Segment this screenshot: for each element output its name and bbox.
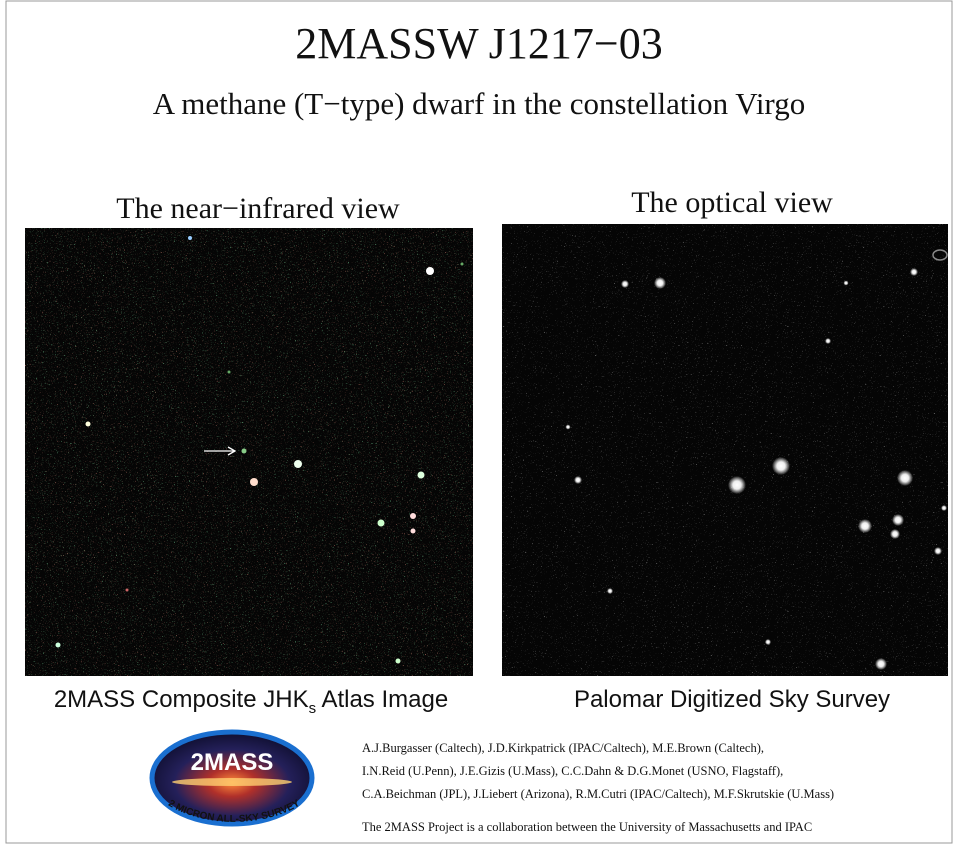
panel-caption: 2MASS Composite JHKs Atlas Image xyxy=(54,686,448,717)
optical-image xyxy=(502,224,948,676)
frame xyxy=(5,0,953,844)
caption-part: 2MASS Composite JHK xyxy=(54,686,309,713)
panel-caption: Palomar Digitized Sky Survey xyxy=(574,686,890,713)
credit-line: I.N.Reid (U.Penn), J.E.Gizis (U.Mass), C… xyxy=(362,764,783,778)
subtitle: A methane (T−type) dwarf in the constell… xyxy=(153,86,805,121)
title: 2MASSW J1217−03 xyxy=(295,19,663,68)
collaboration: The 2MASS Project is a collaboration bet… xyxy=(362,820,812,834)
logo-name: 2MASS xyxy=(191,749,274,776)
credit-line: A.J.Burgasser (Caltech), J.D.Kirkpatrick… xyxy=(362,741,764,755)
panel-heading: The near−infrared view xyxy=(116,192,400,225)
logo: 2MASS 2 MICRON ALL-SKY SURVEY xyxy=(149,729,315,827)
caption-part: Atlas Image xyxy=(316,686,448,713)
panel-heading: The optical view xyxy=(631,186,833,219)
infrared-image xyxy=(25,228,473,676)
credit-line: C.A.Beichman (JPL), J.Liebert (Arizona),… xyxy=(362,787,834,801)
caption-subscript: s xyxy=(309,700,317,717)
